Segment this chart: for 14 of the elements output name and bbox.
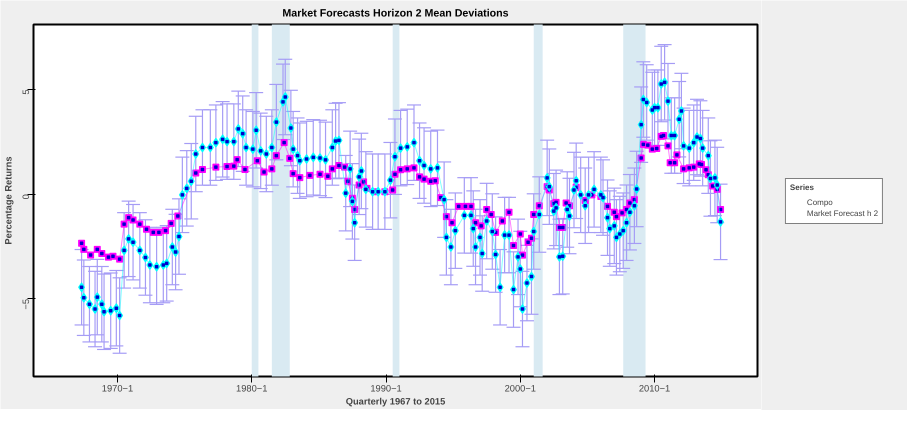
text: Compo bbox=[806, 196, 833, 208]
text: Market Forecast h 2 bbox=[806, 208, 878, 218]
y-tick-label: 0 bbox=[21, 194, 31, 200]
y-tick-label: −5 bbox=[21, 298, 31, 310]
legend-title: Series bbox=[790, 182, 815, 192]
x-tick-label: 1970−1 bbox=[102, 384, 134, 394]
y-axis-title: Percentage Returns bbox=[4, 156, 14, 245]
x-tick-label: 1990−1 bbox=[370, 384, 402, 394]
y-tick-label: 5 bbox=[21, 89, 31, 95]
chart-title: Market Forecasts Horizon 2 Mean Deviations bbox=[282, 8, 509, 20]
x-tick-label: 2010−1 bbox=[638, 384, 670, 394]
x-axis-title: Quarterly 1967 to 2015 bbox=[346, 396, 446, 406]
x-tick-label: 1980−1 bbox=[236, 384, 268, 394]
x-tick-label: 2000−1 bbox=[504, 384, 536, 394]
